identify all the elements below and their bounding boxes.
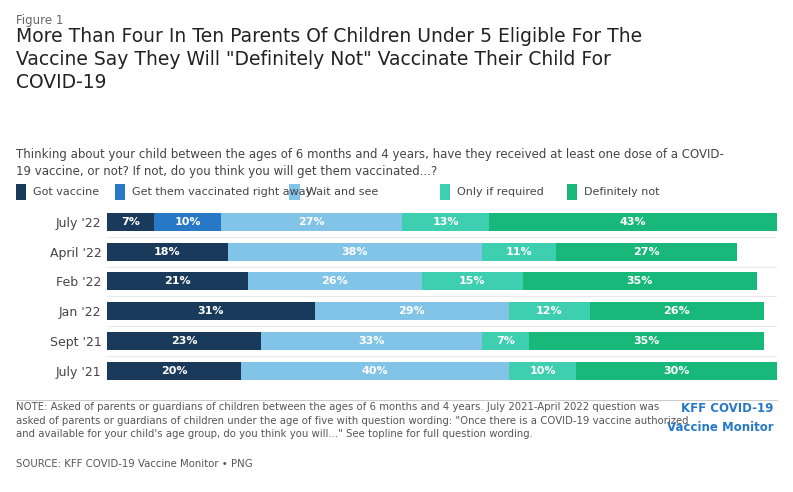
Text: 38%: 38% [342, 246, 368, 256]
Bar [241, 362, 509, 380]
Text: 35%: 35% [626, 277, 653, 286]
Text: 23%: 23% [170, 337, 197, 346]
Text: Wait and see: Wait and see [306, 187, 378, 197]
Bar [509, 362, 576, 380]
Text: 15%: 15% [459, 277, 485, 286]
Text: 40%: 40% [362, 366, 389, 376]
Bar [489, 213, 777, 231]
Text: 33%: 33% [358, 337, 385, 346]
Bar [247, 273, 422, 290]
Text: 29%: 29% [399, 307, 425, 316]
Text: Get them vaccinated right away: Get them vaccinated right away [132, 187, 312, 197]
Bar [529, 333, 764, 350]
Text: More Than Four In Ten Parents Of Children Under 5 Eligible For The
Vaccine Say T: More Than Four In Ten Parents Of Childre… [16, 27, 642, 92]
Text: 7%: 7% [496, 337, 515, 346]
Text: 20%: 20% [161, 366, 187, 376]
Text: Only if required: Only if required [457, 187, 543, 197]
Text: KFF COVID-19
Vaccine Monitor: KFF COVID-19 Vaccine Monitor [667, 402, 773, 434]
Bar [107, 243, 228, 261]
Text: 27%: 27% [298, 216, 325, 227]
Text: 13%: 13% [432, 216, 458, 227]
Bar [402, 213, 489, 231]
Bar [556, 243, 737, 261]
Bar [107, 273, 247, 290]
Bar [107, 303, 315, 320]
Text: 26%: 26% [663, 307, 690, 316]
Text: 11%: 11% [506, 246, 532, 256]
Text: NOTE: Asked of parents or guardians of children between the ages of 6 months and: NOTE: Asked of parents or guardians of c… [16, 402, 688, 439]
Bar [107, 213, 154, 231]
Bar [228, 243, 482, 261]
Text: 21%: 21% [164, 277, 191, 286]
Text: Thinking about your child between the ages of 6 months and 4 years, have they re: Thinking about your child between the ag… [16, 148, 724, 178]
Text: Definitely not: Definitely not [584, 187, 659, 197]
Text: Got vaccine: Got vaccine [33, 187, 98, 197]
Text: 10%: 10% [530, 366, 556, 376]
Bar [523, 273, 757, 290]
Text: 12%: 12% [536, 307, 562, 316]
Text: 35%: 35% [634, 337, 660, 346]
Bar [589, 303, 764, 320]
Text: 30%: 30% [664, 366, 690, 376]
Text: 31%: 31% [197, 307, 224, 316]
Bar [482, 243, 556, 261]
Bar [422, 273, 523, 290]
Bar [154, 213, 221, 231]
Text: 43%: 43% [620, 216, 646, 227]
Bar [221, 213, 402, 231]
Bar [107, 333, 261, 350]
Bar [482, 333, 529, 350]
Text: Figure 1: Figure 1 [16, 14, 63, 27]
Bar [509, 303, 589, 320]
Text: 18%: 18% [154, 246, 181, 256]
Bar [577, 362, 777, 380]
Text: 27%: 27% [633, 246, 660, 256]
Bar [315, 303, 509, 320]
Text: 26%: 26% [321, 277, 348, 286]
Text: 7%: 7% [121, 216, 140, 227]
Text: 10%: 10% [174, 216, 201, 227]
Bar [107, 362, 241, 380]
Bar [261, 333, 482, 350]
Text: SOURCE: KFF COVID-19 Vaccine Monitor • PNG: SOURCE: KFF COVID-19 Vaccine Monitor • P… [16, 459, 252, 468]
